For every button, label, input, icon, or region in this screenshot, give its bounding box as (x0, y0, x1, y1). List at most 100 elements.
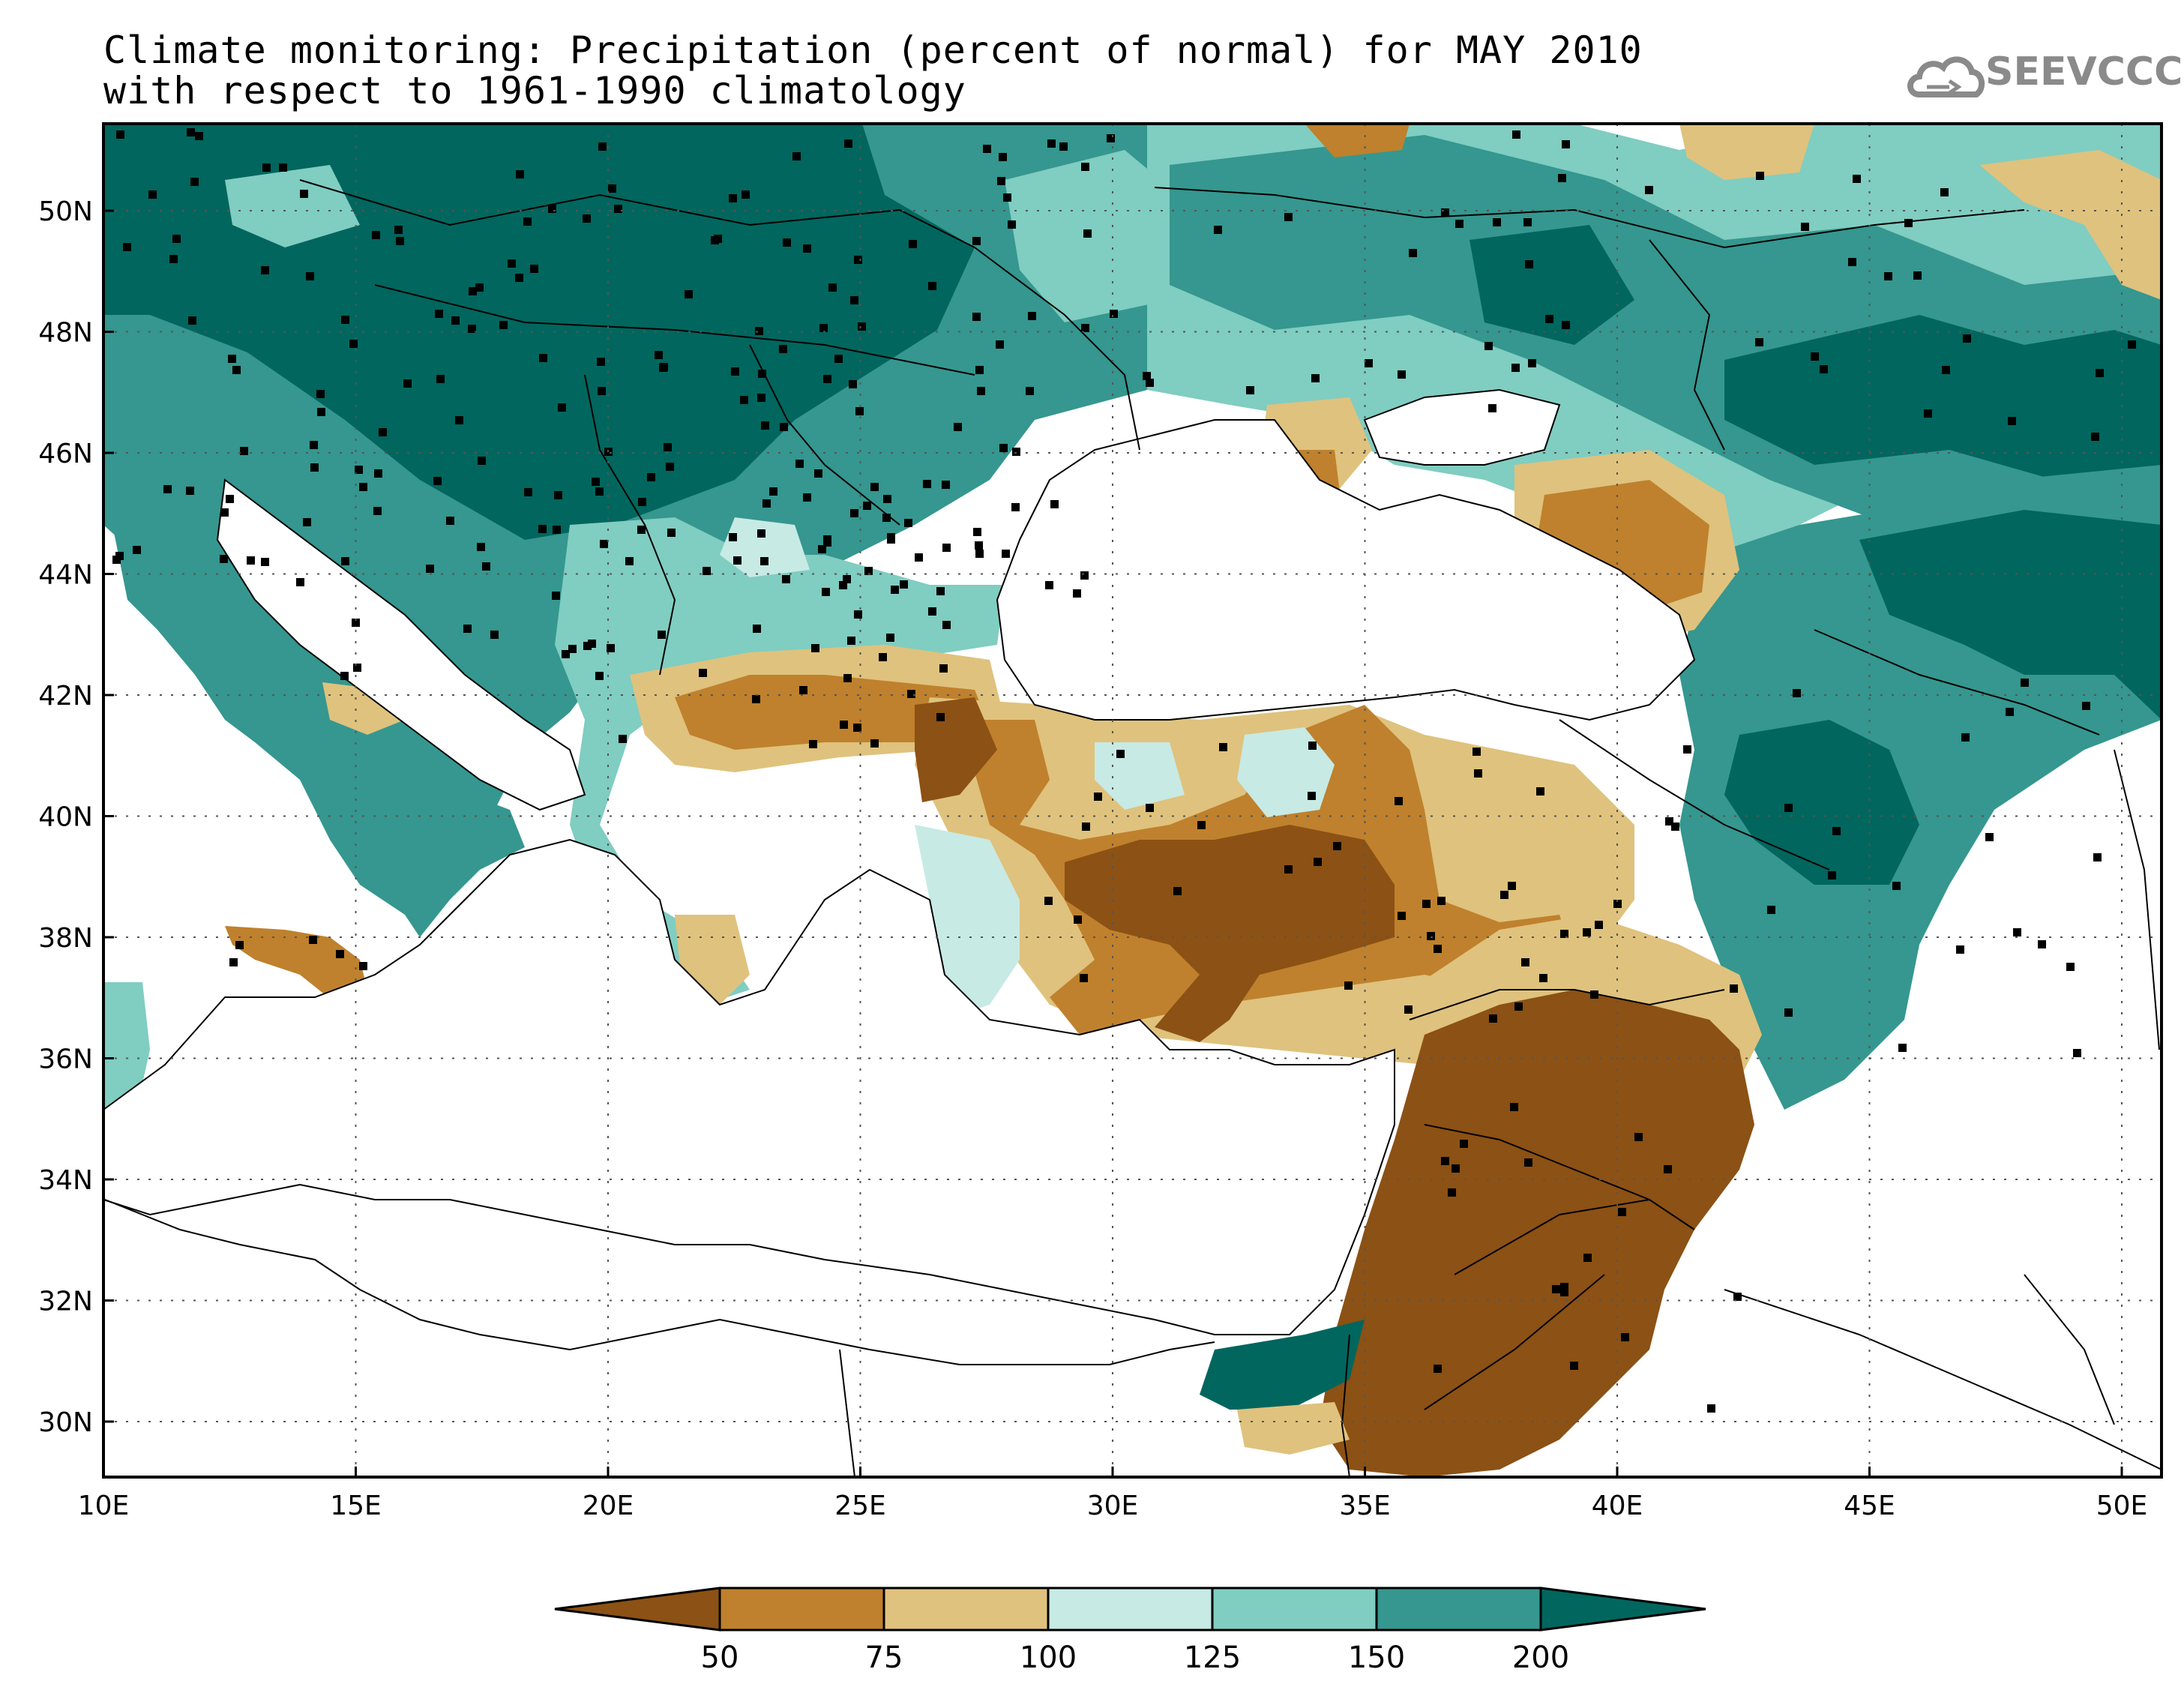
colorbar-swatch (1211, 1587, 1378, 1632)
station-marker (475, 283, 484, 292)
station-marker (740, 396, 748, 404)
lon-tick-label: 30E (1087, 1491, 1139, 1521)
station-marker (359, 483, 367, 491)
station-marker (1618, 1208, 1626, 1216)
colorbar-label: 50 (701, 1641, 739, 1675)
station-marker (1570, 1362, 1578, 1370)
station-marker (1545, 315, 1553, 323)
station-marker (975, 366, 984, 374)
station-marker (2082, 702, 2090, 710)
station-marker (455, 416, 463, 424)
station-marker (729, 533, 737, 541)
station-marker (761, 421, 769, 430)
station-marker (374, 469, 382, 478)
station-marker (232, 366, 241, 374)
light-patch-central (720, 517, 810, 577)
station-marker (1489, 1014, 1497, 1023)
station-marker (261, 266, 269, 274)
colorbar-label: 100 (1020, 1641, 1077, 1675)
station-marker (638, 498, 646, 506)
station-marker (261, 558, 269, 566)
station-marker (116, 130, 124, 139)
station-marker (1308, 792, 1316, 800)
station-marker (508, 259, 516, 268)
station-marker (850, 296, 858, 304)
station-marker (972, 313, 981, 321)
station-marker (614, 205, 622, 213)
station-marker (1074, 915, 1082, 924)
station-marker (598, 142, 607, 151)
lon-tick-label: 20E (583, 1491, 634, 1521)
station-marker (1671, 823, 1679, 831)
station-marker (1645, 186, 1653, 194)
station-marker (1521, 958, 1529, 966)
station-marker (1595, 921, 1603, 929)
map-subtitle: with respect to 1961-1990 climatology (103, 69, 966, 112)
station-marker (1730, 984, 1738, 993)
station-marker (148, 190, 157, 199)
station-marker (699, 669, 707, 677)
station-marker (433, 477, 442, 485)
station-marker (1940, 188, 1949, 196)
station-marker (1560, 1283, 1568, 1291)
longitude-axis: 10E 15E 20E 25E 30E 35E 40E 45E 50E (78, 1467, 2148, 1521)
station-marker (741, 190, 750, 199)
colorbar-swatch (1375, 1587, 1542, 1632)
station-marker (1613, 900, 1622, 908)
mediterranean-sea (103, 838, 1395, 1335)
station-marker (942, 621, 951, 629)
colorbar-label: 125 (1184, 1641, 1241, 1675)
station-marker (1441, 1157, 1449, 1165)
station-marker (562, 650, 570, 658)
station-marker (1146, 379, 1154, 387)
dry-patch-north-ukraine (1305, 124, 1410, 157)
wet-region-sinai (1200, 1320, 1365, 1410)
lat-tick-label: 34N (38, 1165, 93, 1196)
station-marker (1665, 817, 1673, 826)
station-marker (850, 509, 858, 517)
lon-tick-label: 50E (2096, 1491, 2148, 1521)
very-dry-region-west-turkey (915, 697, 997, 802)
station-marker (477, 543, 485, 551)
station-marker (309, 936, 317, 944)
station-marker (822, 588, 830, 596)
lat-tick-label: 32N (38, 1287, 93, 1317)
wet-region-italy (112, 525, 525, 937)
station-marker (840, 721, 848, 729)
station-marker (490, 631, 499, 639)
station-marker (352, 619, 360, 627)
station-marker (1634, 1133, 1643, 1141)
station-marker (1059, 142, 1068, 151)
station-marker (1437, 897, 1446, 905)
station-marker (923, 480, 931, 488)
station-marker (499, 321, 508, 329)
station-marker (1488, 404, 1496, 412)
station-marker (595, 487, 604, 496)
station-marker (2013, 928, 2021, 936)
station-marker (396, 237, 404, 245)
station-marker (819, 324, 828, 332)
station-marker (844, 139, 852, 148)
station-marker (523, 217, 532, 226)
station-marker (1080, 974, 1088, 982)
station-marker (769, 487, 777, 496)
sea-of-azov (1363, 388, 1561, 466)
station-marker (353, 664, 361, 672)
station-marker (115, 552, 124, 560)
lat-tick-label: 42N (38, 681, 93, 712)
lon-tick-label: 10E (78, 1491, 130, 1521)
station-marker (1793, 689, 1801, 697)
extremely-wet-region-russia (1724, 315, 2162, 480)
station-marker (349, 340, 358, 348)
station-marker (983, 145, 991, 153)
station-marker (1536, 787, 1544, 796)
station-marker (855, 407, 864, 415)
station-marker (355, 466, 363, 474)
station-marker (1755, 338, 1763, 346)
station-marker (752, 695, 760, 703)
station-marker (1707, 1404, 1715, 1413)
station-marker (1963, 334, 1971, 343)
station-marker (1094, 793, 1102, 801)
station-marker (262, 163, 271, 172)
station-marker (977, 387, 985, 395)
